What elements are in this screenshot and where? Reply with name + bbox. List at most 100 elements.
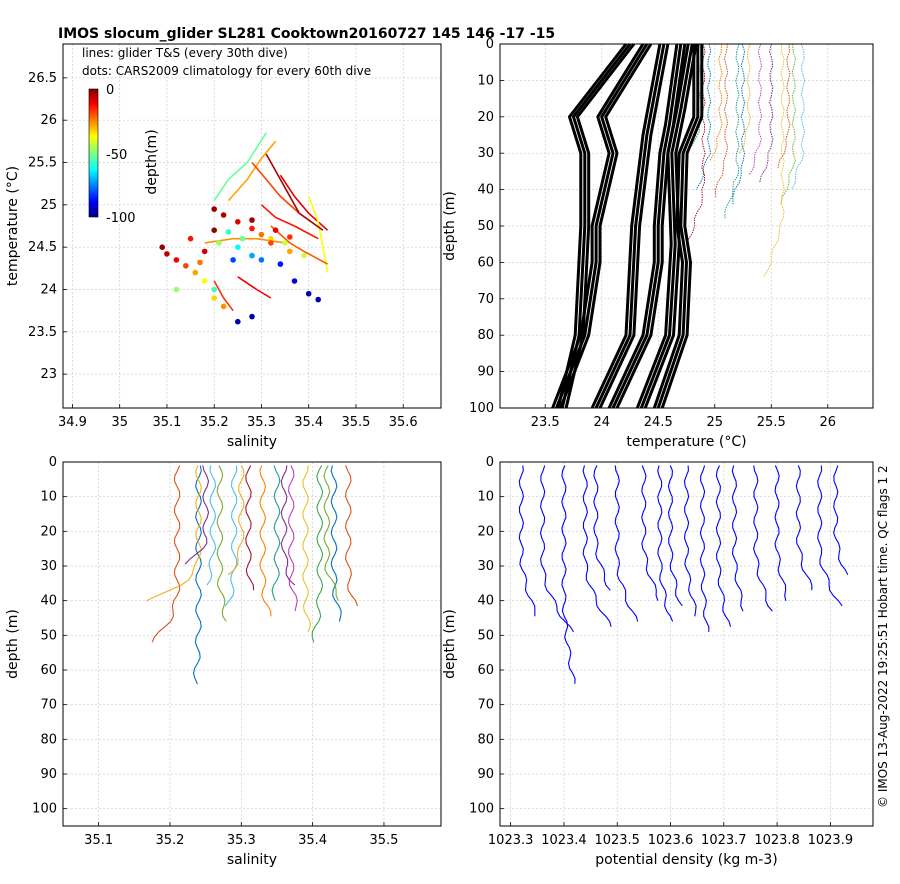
- temp-y-tick-label: 20: [477, 110, 494, 125]
- temp-y-tick-label: 90: [477, 365, 494, 380]
- sal-x-tick-label: 35.4: [298, 833, 327, 848]
- ts-glider-line: [227, 140, 277, 202]
- sal-glider-profile: [330, 465, 342, 622]
- temp-y-tick-label: 70: [477, 292, 494, 307]
- ts-glider-line: [237, 276, 272, 299]
- density-profile-panel: 1023.3 1023.4 1023.5 1023.6 1023.7 1023.8 1023…: [442, 455, 874, 868]
- ts-climatology-dot: [164, 251, 170, 257]
- dens-x-tick-label: 1023.4: [541, 833, 587, 848]
- ts-glider-line: [213, 280, 234, 312]
- ts-y-tick-label: 24: [40, 282, 57, 297]
- temp-glider-profile: [790, 43, 806, 190]
- ts-y-tick-label: 26.5: [28, 71, 57, 86]
- temp-glider-profile: [695, 43, 712, 190]
- density-glider-profile: [753, 465, 773, 612]
- colorbar-tick-minus100: -100: [106, 211, 136, 226]
- temp-glider-profile: [748, 43, 763, 176]
- ts-climatology-dot: [192, 269, 199, 276]
- temp-x-tick-label: 23.5: [531, 415, 560, 430]
- sal-glider-profile: [259, 465, 272, 617]
- ts-x-tick-label: 35.4: [294, 415, 323, 430]
- colorbar-tick-0: 0: [106, 83, 114, 98]
- temp-y-tick-label: 100: [469, 401, 494, 416]
- temp-y-tick-label: 30: [477, 146, 494, 161]
- ts-climatology-dot: [291, 278, 298, 284]
- dens-y-tick-label: 70: [477, 698, 494, 713]
- ts-climatology-dot: [197, 259, 203, 266]
- ts-climatology-dot: [272, 227, 279, 233]
- ts-climatology-dot: [249, 252, 255, 259]
- sal-y-tick-label: 90: [40, 767, 57, 782]
- ts-y-tick-label: 26: [40, 113, 57, 128]
- ts-climatology-dot: [235, 318, 241, 325]
- ts-climatology-dot: [201, 248, 208, 255]
- ts-x-tick-label: 35.1: [152, 415, 181, 430]
- temp-x-axis-label: temperature (°C): [626, 434, 746, 450]
- density-glider-profile: [774, 465, 787, 601]
- sal-glider-profile: [280, 465, 296, 586]
- ts-x-tick-label: 35.5: [341, 415, 370, 430]
- sal-glider-profile: [216, 465, 227, 622]
- temp-glider-profile: [777, 43, 791, 168]
- ts-glider-line: [213, 132, 267, 202]
- dens-y-axis-label: depth (m): [442, 609, 458, 679]
- dens-x-tick-label: 1023.6: [648, 833, 694, 848]
- sal-y-axis-label: depth (m): [5, 609, 21, 679]
- ts-climatology-dot: [159, 244, 165, 250]
- sal-y-tick-label: 100: [32, 802, 57, 817]
- density-glider-profile: [657, 465, 674, 622]
- colorbar-label: depth(m): [144, 129, 160, 194]
- ts-climatology-dot: [268, 240, 274, 246]
- sal-glider-profile: [302, 465, 311, 633]
- density-glider-profile: [561, 465, 576, 684]
- ts-climatology-dot: [187, 235, 194, 242]
- ts-glider-line: [251, 161, 300, 214]
- sal-x-tick-label: 35.3: [227, 833, 256, 848]
- temp-y-tick-label: 50: [477, 219, 494, 234]
- depth-colorbar: 0 -50 -100 depth(m): [88, 83, 160, 226]
- density-glider-profile: [731, 465, 744, 612]
- sal-y-tick-label: 70: [40, 698, 57, 713]
- dens-y-tick-label: 30: [477, 559, 494, 574]
- temp-climatology-profile: [643, 43, 698, 409]
- ts-x-tick-label: 34.9: [58, 415, 87, 430]
- ts-glider-line: [260, 204, 319, 240]
- ts-climatology-dot: [211, 286, 217, 293]
- dens-y-tick-label: 20: [477, 524, 494, 539]
- density-glider-profile: [641, 465, 659, 601]
- dens-y-tick-label: 90: [477, 767, 494, 782]
- dens-x-tick-label: 1023.5: [594, 833, 640, 848]
- ts-y-axis-label: temperature (°C): [5, 166, 21, 286]
- density-glider-profile: [582, 465, 612, 627]
- ts-climatology-dot: [301, 252, 307, 259]
- ts-climatology-dot: [220, 212, 227, 218]
- temp-y-tick-label: 10: [477, 73, 494, 88]
- sal-y-tick-label: 10: [40, 490, 57, 505]
- ts-x-tick-label: 35.2: [200, 415, 229, 430]
- temp-climatology-profile: [652, 44, 696, 409]
- temp-glider-profile: [724, 43, 740, 219]
- temp-climatology-profile: [598, 43, 670, 409]
- ts-y-tick-label: 25: [40, 198, 57, 213]
- density-glider-profile: [683, 465, 697, 617]
- temp-climatology-profile: [551, 43, 645, 409]
- temp-glider-profile: [759, 43, 774, 183]
- dens-y-tick-label: 10: [477, 490, 494, 505]
- temp-y-tick-label: 60: [477, 255, 494, 270]
- sal-y-tick-label: 0: [49, 455, 57, 470]
- dens-y-tick-label: 50: [477, 628, 494, 643]
- density-glider-profile: [539, 465, 574, 633]
- sal-y-tick-label: 80: [40, 732, 57, 747]
- temp-y-tick-label: 40: [477, 183, 494, 198]
- ts-y-tick-label: 25.5: [28, 156, 57, 171]
- density-glider-profile: [518, 465, 536, 617]
- temp-glider-profile: [714, 43, 729, 197]
- sal-glider-profile: [288, 465, 298, 612]
- temp-y-tick-label: 0: [486, 37, 494, 52]
- ts-climatology-dot: [173, 286, 180, 293]
- temp-glider-profile: [732, 43, 746, 205]
- sal-y-tick-label: 60: [40, 663, 57, 678]
- temp-climatology-profile: [560, 43, 632, 409]
- sal-glider-profile: [271, 465, 281, 601]
- sal-glider-profile: [146, 465, 202, 602]
